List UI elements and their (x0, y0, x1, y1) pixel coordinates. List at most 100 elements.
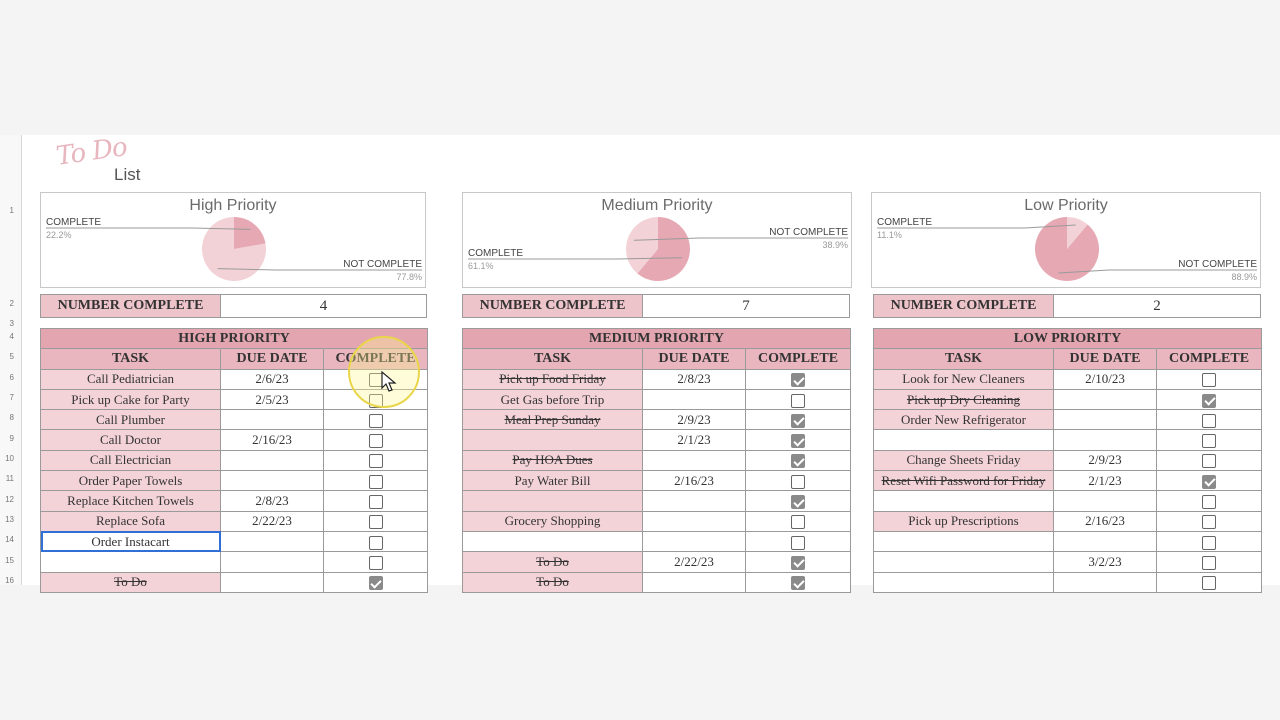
medium-priority-chart[interactable]: Medium Priority COMPLETE 61.1% NOT COMPLET… (462, 192, 852, 288)
row-number[interactable]: 14 (5, 535, 14, 544)
count-value[interactable]: 2 (1153, 297, 1161, 314)
due-date-cell[interactable]: 2/8/23 (220, 490, 324, 512)
due-date-cell[interactable]: 2/9/23 (642, 409, 746, 431)
task-cell[interactable]: Pick up Dry Cleaning (873, 388, 1054, 411)
row-number[interactable]: 8 (9, 413, 14, 422)
due-date-cell[interactable]: 3/2/23 (1053, 551, 1157, 573)
unchecked-checkbox[interactable] (1202, 515, 1217, 530)
task-cell[interactable] (873, 571, 1054, 593)
row-number[interactable]: 6 (9, 373, 14, 382)
due-date-column-header[interactable]: DUE DATE (220, 348, 324, 370)
unchecked-checkbox[interactable] (368, 535, 383, 550)
due-date-cell[interactable]: 2/16/23 (220, 429, 324, 451)
unchecked-checkbox[interactable] (1202, 495, 1217, 510)
row-number[interactable]: 4 (9, 332, 14, 341)
section-title[interactable]: LOW PRIORITY (872, 327, 1263, 350)
due-date-cell[interactable] (1053, 409, 1157, 431)
due-date-cell[interactable] (1053, 530, 1157, 553)
checked-checkbox[interactable] (791, 454, 806, 469)
task-cell[interactable] (40, 551, 221, 573)
unchecked-checkbox[interactable] (1202, 413, 1217, 428)
due-date-cell[interactable] (220, 571, 324, 593)
due-date-cell[interactable] (220, 530, 324, 553)
count-label[interactable]: NUMBER COMPLETE (463, 295, 643, 317)
due-date-cell[interactable] (1053, 388, 1157, 411)
due-date-cell[interactable] (220, 470, 324, 492)
unchecked-checkbox[interactable] (368, 495, 383, 510)
section-title[interactable]: MEDIUM PRIORITY (461, 327, 852, 350)
task-cell[interactable]: To Do (462, 551, 643, 573)
task-cell[interactable]: To Do (462, 571, 643, 593)
checked-checkbox[interactable] (368, 576, 383, 591)
due-date-cell[interactable]: 2/6/23 (220, 368, 324, 390)
task-cell[interactable]: Call Pediatrician (40, 368, 221, 390)
task-cell[interactable]: To Do (40, 571, 221, 593)
task-cell[interactable]: Order Instacart (40, 530, 221, 553)
due-date-cell[interactable]: 2/1/23 (642, 429, 746, 451)
task-cell[interactable]: Look for New Cleaners (873, 368, 1054, 390)
due-date-cell[interactable] (642, 388, 746, 411)
task-cell[interactable]: Meal Prep Sunday (462, 409, 643, 431)
task-cell[interactable] (873, 429, 1054, 451)
checked-checkbox[interactable] (791, 413, 806, 428)
unchecked-checkbox[interactable] (791, 535, 806, 550)
unchecked-checkbox[interactable] (368, 413, 383, 428)
unchecked-checkbox[interactable] (368, 454, 383, 469)
unchecked-checkbox[interactable] (368, 434, 383, 449)
count-value[interactable]: 7 (742, 297, 750, 314)
due-date-column-header[interactable]: DUE DATE (642, 348, 746, 370)
row-number[interactable]: 15 (5, 556, 14, 565)
task-cell[interactable] (462, 429, 643, 451)
row-number[interactable]: 1 (9, 206, 14, 215)
task-cell[interactable]: Pay HOA Dues (462, 449, 643, 472)
task-cell[interactable]: Change Sheets Friday (873, 449, 1054, 472)
due-date-cell[interactable] (642, 571, 746, 593)
task-cell[interactable]: Call Doctor (40, 429, 221, 451)
due-date-cell[interactable]: 2/8/23 (642, 368, 746, 390)
due-date-cell[interactable]: 2/9/23 (1053, 449, 1157, 472)
section-title[interactable]: HIGH PRIORITY (40, 327, 428, 350)
unchecked-checkbox[interactable] (368, 555, 383, 570)
task-column-header[interactable]: TASK (40, 348, 221, 370)
due-date-cell[interactable] (642, 449, 746, 472)
task-cell[interactable]: Get Gas before Trip (462, 388, 643, 411)
unchecked-checkbox[interactable] (1202, 454, 1217, 469)
unchecked-checkbox[interactable] (791, 393, 806, 408)
row-number[interactable]: 16 (5, 576, 14, 585)
row-number[interactable]: 11 (5, 474, 14, 483)
due-date-cell[interactable] (642, 490, 746, 512)
unchecked-checkbox[interactable] (791, 474, 806, 489)
task-cell[interactable]: Reset Wifi Password for Friday (873, 470, 1054, 492)
checked-checkbox[interactable] (791, 373, 806, 388)
due-date-cell[interactable]: 2/22/23 (220, 510, 324, 532)
row-number[interactable]: 5 (9, 352, 14, 361)
task-cell[interactable] (462, 490, 643, 512)
due-date-column-header[interactable]: DUE DATE (1053, 348, 1157, 370)
due-date-cell[interactable]: 2/10/23 (1053, 368, 1157, 390)
task-cell[interactable]: Call Electrician (40, 449, 221, 472)
row-number[interactable]: 2 (9, 299, 14, 308)
task-cell[interactable]: Replace Kitchen Towels (40, 490, 221, 512)
task-cell[interactable]: Order New Refrigerator (873, 409, 1054, 431)
unchecked-checkbox[interactable] (368, 515, 383, 530)
due-date-cell[interactable] (642, 530, 746, 553)
due-date-cell[interactable] (1053, 571, 1157, 593)
due-date-cell[interactable] (642, 510, 746, 532)
unchecked-checkbox[interactable] (1202, 535, 1217, 550)
task-cell[interactable] (873, 490, 1054, 512)
checked-checkbox[interactable] (791, 434, 806, 449)
unchecked-checkbox[interactable] (1202, 555, 1217, 570)
due-date-cell[interactable] (220, 409, 324, 431)
due-date-cell[interactable]: 2/16/23 (642, 470, 746, 492)
task-cell[interactable] (873, 530, 1054, 553)
task-column-header[interactable]: TASK (873, 348, 1054, 370)
count-value[interactable]: 4 (319, 297, 328, 314)
due-date-cell[interactable]: 2/16/23 (1053, 510, 1157, 532)
task-cell[interactable]: Pick up Food Friday (462, 368, 643, 390)
count-label[interactable]: NUMBER COMPLETE (41, 295, 221, 317)
due-date-cell[interactable] (1053, 429, 1157, 451)
due-date-cell[interactable] (220, 449, 324, 472)
unchecked-checkbox[interactable] (1202, 434, 1217, 449)
task-cell[interactable]: Call Plumber (40, 409, 221, 431)
complete-column-header[interactable]: COMPLETE (1155, 348, 1263, 370)
